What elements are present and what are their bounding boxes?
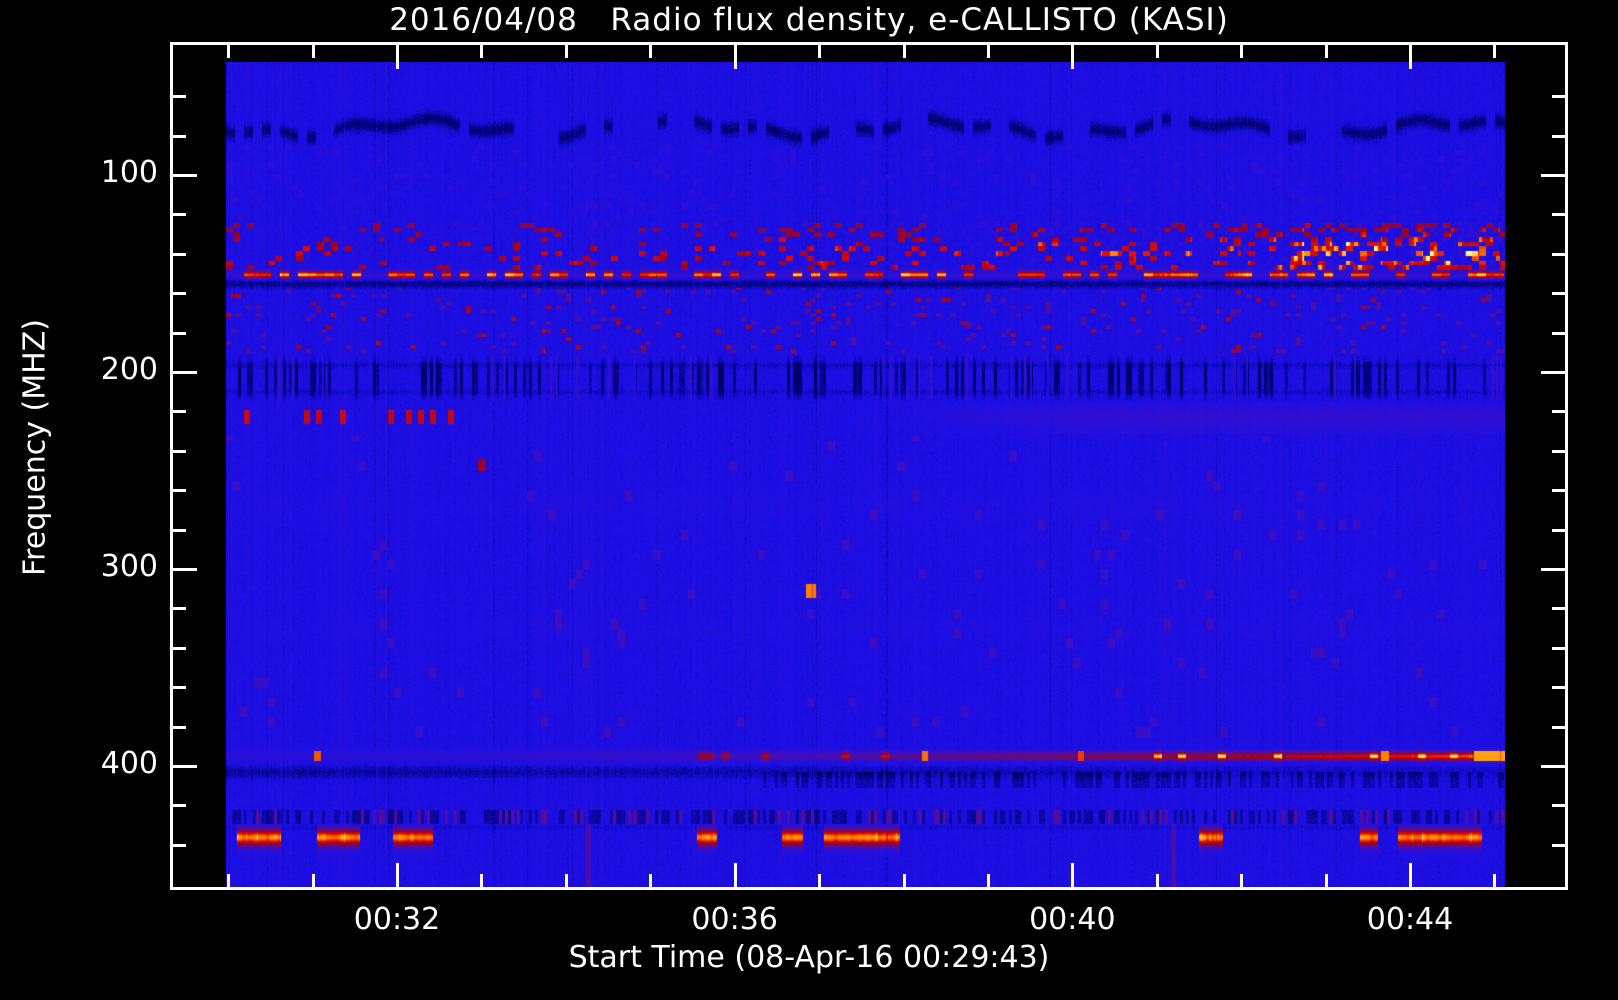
y-tick-140 xyxy=(170,252,186,256)
x-tick-top-35 xyxy=(649,42,653,58)
y-tick-60 xyxy=(170,95,186,99)
x-tick-38 xyxy=(902,874,906,890)
x-tick-37 xyxy=(818,874,822,890)
y-tick-right-380 xyxy=(1552,725,1568,729)
spectrogram-canvas xyxy=(226,62,1505,890)
x-tick-label-44: 00:44 xyxy=(1366,902,1454,937)
x-tick-31 xyxy=(311,874,315,890)
x-tick-label-36: 00:36 xyxy=(691,902,778,937)
y-tick-200 xyxy=(170,371,197,374)
figure-title: 2016/04/08 Radio flux density, e-CALLIST… xyxy=(389,2,1229,38)
x-tick-top-37 xyxy=(818,42,822,58)
spectrogram-image xyxy=(226,62,1505,890)
y-tick-360 xyxy=(170,686,186,690)
x-tick-top-34 xyxy=(564,42,568,58)
x-tick-top-44 xyxy=(1409,42,1412,69)
y-tick-420 xyxy=(170,804,186,808)
y-tick-260 xyxy=(170,489,186,493)
x-tick-33 xyxy=(480,874,484,890)
y-tick-right-180 xyxy=(1552,331,1568,335)
y-tick-400 xyxy=(170,765,197,768)
y-tick-220 xyxy=(170,410,186,414)
x-tick-top-41 xyxy=(1155,42,1159,58)
y-tick-right-440 xyxy=(1552,843,1568,847)
y-tick-right-120 xyxy=(1552,213,1568,217)
y-axis-title: Frequency (MHZ) xyxy=(17,319,53,576)
x-tick-42 xyxy=(1240,874,1244,890)
x-tick-top-38 xyxy=(902,42,906,58)
y-tick-right-280 xyxy=(1552,528,1568,532)
x-tick-39 xyxy=(986,874,990,890)
y-tick-240 xyxy=(170,449,186,453)
y-tick-label-400: 400 xyxy=(100,746,158,781)
y-tick-right-220 xyxy=(1552,410,1568,414)
y-tick-right-60 xyxy=(1552,95,1568,99)
y-tick-right-260 xyxy=(1552,489,1568,493)
x-tick-top-42 xyxy=(1240,42,1244,58)
y-tick-right-200 xyxy=(1541,371,1568,374)
y-tick-label-300: 300 xyxy=(100,549,158,584)
x-tick-35 xyxy=(649,874,653,890)
x-tick-top-39 xyxy=(986,42,990,58)
y-tick-right-100 xyxy=(1541,174,1568,177)
y-tick-380 xyxy=(170,725,186,729)
y-tick-right-300 xyxy=(1541,568,1568,571)
y-tick-right-160 xyxy=(1552,292,1568,296)
y-tick-440 xyxy=(170,843,186,847)
x-tick-30 xyxy=(227,874,231,890)
x-tick-top-43 xyxy=(1324,42,1328,58)
x-tick-top-36 xyxy=(733,42,737,69)
y-tick-label-100: 100 xyxy=(100,155,158,190)
x-tick-32 xyxy=(396,863,399,890)
y-tick-100 xyxy=(170,174,197,177)
y-tick-120 xyxy=(170,213,186,217)
y-tick-320 xyxy=(170,607,186,611)
y-tick-right-400 xyxy=(1541,765,1568,768)
x-tick-44 xyxy=(1409,863,1412,890)
x-tick-43 xyxy=(1324,874,1328,890)
y-tick-340 xyxy=(170,646,186,650)
y-tick-300 xyxy=(170,568,197,571)
y-tick-right-240 xyxy=(1552,449,1568,453)
x-tick-top-45 xyxy=(1493,42,1497,58)
y-tick-right-140 xyxy=(1552,252,1568,256)
x-tick-top-33 xyxy=(480,42,484,58)
y-tick-right-80 xyxy=(1552,134,1568,138)
x-tick-top-40 xyxy=(1071,42,1075,69)
y-tick-280 xyxy=(170,528,186,532)
x-tick-41 xyxy=(1155,874,1159,890)
x-axis-title: Start Time (08-Apr-16 00:29:43) xyxy=(568,940,1050,975)
plot-frame xyxy=(170,42,1568,890)
y-tick-label-200: 200 xyxy=(100,352,158,387)
y-tick-80 xyxy=(170,134,186,138)
x-tick-45 xyxy=(1493,874,1497,890)
x-tick-36 xyxy=(733,863,737,890)
y-tick-180 xyxy=(170,331,186,335)
y-tick-right-360 xyxy=(1552,686,1568,690)
x-tick-40 xyxy=(1071,863,1075,890)
y-tick-right-340 xyxy=(1552,646,1568,650)
x-tick-top-31 xyxy=(311,42,315,58)
x-tick-34 xyxy=(564,874,568,890)
x-tick-label-32: 00:32 xyxy=(353,902,441,937)
y-tick-right-420 xyxy=(1552,804,1568,808)
y-tick-right-320 xyxy=(1552,607,1568,611)
x-tick-top-30 xyxy=(227,42,231,58)
x-tick-top-32 xyxy=(396,42,399,69)
y-tick-160 xyxy=(170,292,186,296)
x-tick-label-40: 00:40 xyxy=(1029,902,1116,937)
